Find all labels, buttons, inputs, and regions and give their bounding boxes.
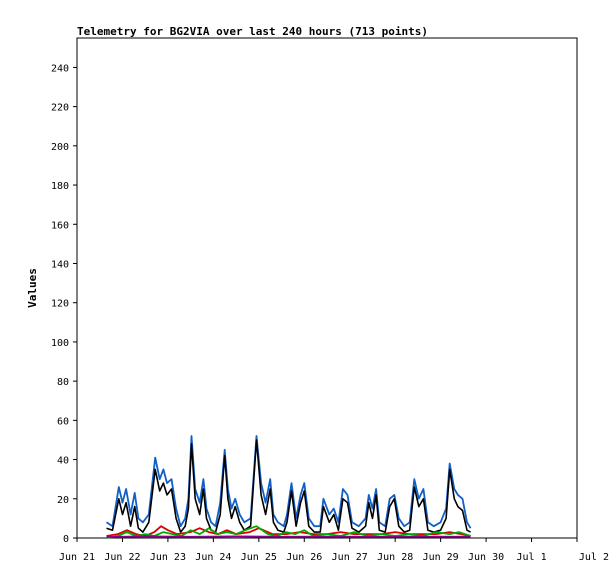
series-line-4 xyxy=(106,535,471,538)
x-tick-label: Jun 27 xyxy=(332,552,368,563)
y-tick-label: 60 xyxy=(57,416,69,427)
x-tick-label: Jun 26 xyxy=(286,552,322,563)
series-line-3 xyxy=(106,525,471,539)
y-tick-label: 200 xyxy=(51,142,69,153)
x-tick-label: Jun 24 xyxy=(195,552,231,563)
x-tick-label: Jul 1 xyxy=(516,552,546,563)
x-tick-label: Jun 28 xyxy=(377,552,413,563)
y-tick-label: 180 xyxy=(51,181,69,192)
series-line-1 xyxy=(106,439,471,533)
y-tick-label: 100 xyxy=(51,338,69,349)
y-tick-label: 0 xyxy=(63,534,69,545)
y-tick-label: 40 xyxy=(57,456,69,467)
x-tick-label: Jun 23 xyxy=(150,552,186,563)
y-tick-label: 160 xyxy=(51,220,69,231)
y-axis: 0 20 40 60 80 100 120 140 160 180 200 220 240 xyxy=(51,63,77,545)
series-layer xyxy=(106,435,472,539)
x-axis: Jun 21 Jun 22 Jun 23 Jun 24 Jun 25 Jun 26 Jun … xyxy=(59,538,609,563)
y-axis-label: Values xyxy=(26,268,39,308)
y-tick-label: 240 xyxy=(51,63,69,74)
x-tick-label: Jul 2 xyxy=(579,552,609,563)
y-tick-label: 80 xyxy=(57,377,69,388)
y-tick-label: 20 xyxy=(57,495,69,506)
x-tick-label: Jun 22 xyxy=(104,552,140,563)
chart-title: Telemetry for BG2VIA over last 240 hours… xyxy=(77,25,428,38)
x-tick-label: Jun 29 xyxy=(423,552,459,563)
x-tick-label: Jun 25 xyxy=(241,552,277,563)
plot-area-frame xyxy=(76,37,578,539)
x-tick-label: Jun 21 xyxy=(59,552,95,563)
series-line-0 xyxy=(106,435,472,529)
y-tick-label: 220 xyxy=(51,103,69,114)
y-tick-label: 120 xyxy=(51,299,69,310)
y-tick-label: 140 xyxy=(51,259,69,270)
x-tick-label: Jun 30 xyxy=(468,552,504,563)
